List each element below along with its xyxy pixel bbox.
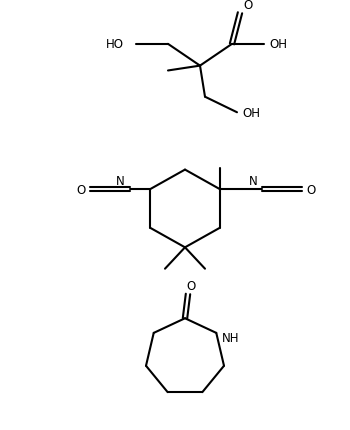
Text: N: N: [249, 175, 258, 187]
Text: HO: HO: [106, 38, 124, 51]
Text: O: O: [77, 183, 86, 196]
Text: O: O: [243, 0, 253, 12]
Text: OH: OH: [269, 38, 287, 51]
Text: OH: OH: [242, 107, 260, 120]
Text: O: O: [306, 183, 315, 196]
Text: N: N: [116, 175, 125, 187]
Text: O: O: [186, 279, 196, 292]
Text: NH: NH: [222, 332, 239, 344]
